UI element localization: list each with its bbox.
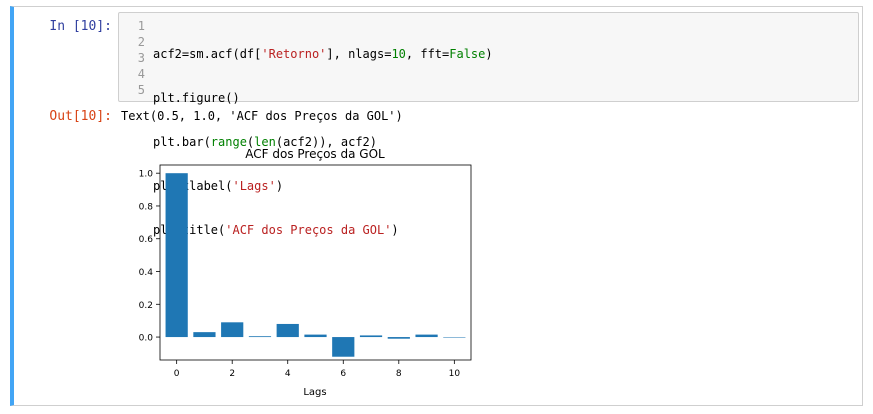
x-axis: 0 2 4 6 8 10 bbox=[174, 360, 461, 379]
y-tick-label: 0.2 bbox=[139, 301, 153, 311]
bar bbox=[193, 332, 216, 338]
code-line[interactable]: plt.bar(range(len(acf2)), acf2) bbox=[153, 135, 377, 149]
in-prompt: In [10]: bbox=[49, 19, 112, 34]
line-number: 2 bbox=[137, 35, 145, 49]
bar bbox=[415, 334, 438, 338]
bar bbox=[221, 322, 244, 338]
notebook-cell[interactable]: In [10]: 1 2 3 4 5 acf2=sm.acf(df['Retor… bbox=[10, 6, 863, 406]
x-tick-label: 6 bbox=[340, 369, 346, 379]
code-line[interactable]: acf2=sm.acf(df['Retorno'], nlags=10, fft… bbox=[153, 47, 493, 61]
code-text[interactable]: acf2=sm.acf(df['Retorno'], nlags=10, fft… bbox=[153, 18, 493, 266]
line-number: 1 bbox=[137, 19, 145, 33]
x-tick-label: 4 bbox=[285, 369, 291, 379]
y-tick-label: 0.8 bbox=[139, 202, 154, 212]
bar bbox=[276, 323, 299, 338]
y-tick-label: 0.4 bbox=[139, 268, 154, 278]
chart-title: ACF dos Preços da GOL bbox=[245, 147, 385, 161]
x-tick-label: 10 bbox=[449, 369, 461, 379]
output-plot: ACF dos Preços da GOL 0.0 0.2 0.4 0.6 0.8 1.0… bbox=[122, 140, 482, 406]
x-tick-label: 0 bbox=[174, 369, 180, 379]
code-line[interactable]: plt.figure() bbox=[153, 91, 240, 105]
line-number: 4 bbox=[137, 67, 145, 81]
line-number-gutter: 1 2 3 4 5 bbox=[119, 18, 145, 98]
bar bbox=[332, 337, 355, 357]
y-tick-label: 0.6 bbox=[139, 235, 154, 245]
x-tick-label: 8 bbox=[396, 369, 402, 379]
line-number: 5 bbox=[137, 83, 145, 97]
bar bbox=[387, 337, 410, 339]
line-number: 3 bbox=[137, 51, 145, 65]
bar bbox=[359, 335, 383, 338]
bar-chart: ACF dos Preços da GOL 0.0 0.2 0.4 0.6 0.8 1.0… bbox=[139, 147, 472, 398]
out-prompt: Out[10]: bbox=[49, 109, 112, 124]
bar-group bbox=[165, 173, 466, 357]
bar bbox=[304, 334, 327, 338]
plot-axes-frame bbox=[159, 164, 472, 361]
x-axis-label: Lags bbox=[303, 387, 326, 398]
bar bbox=[248, 336, 272, 338]
y-tick-label: 0.0 bbox=[139, 334, 154, 344]
y-tick-label: 1.0 bbox=[139, 170, 154, 180]
output-text: Text(0.5, 1.0, 'ACF dos Preços da GOL') bbox=[121, 109, 403, 123]
code-editor[interactable]: 1 2 3 4 5 acf2=sm.acf(df['Retorno'], nla… bbox=[118, 12, 859, 237]
bar bbox=[165, 173, 188, 338]
bar bbox=[443, 337, 466, 338]
y-axis: 0.0 0.2 0.4 0.6 0.8 1.0 bbox=[139, 170, 160, 344]
x-tick-label: 2 bbox=[229, 369, 235, 379]
